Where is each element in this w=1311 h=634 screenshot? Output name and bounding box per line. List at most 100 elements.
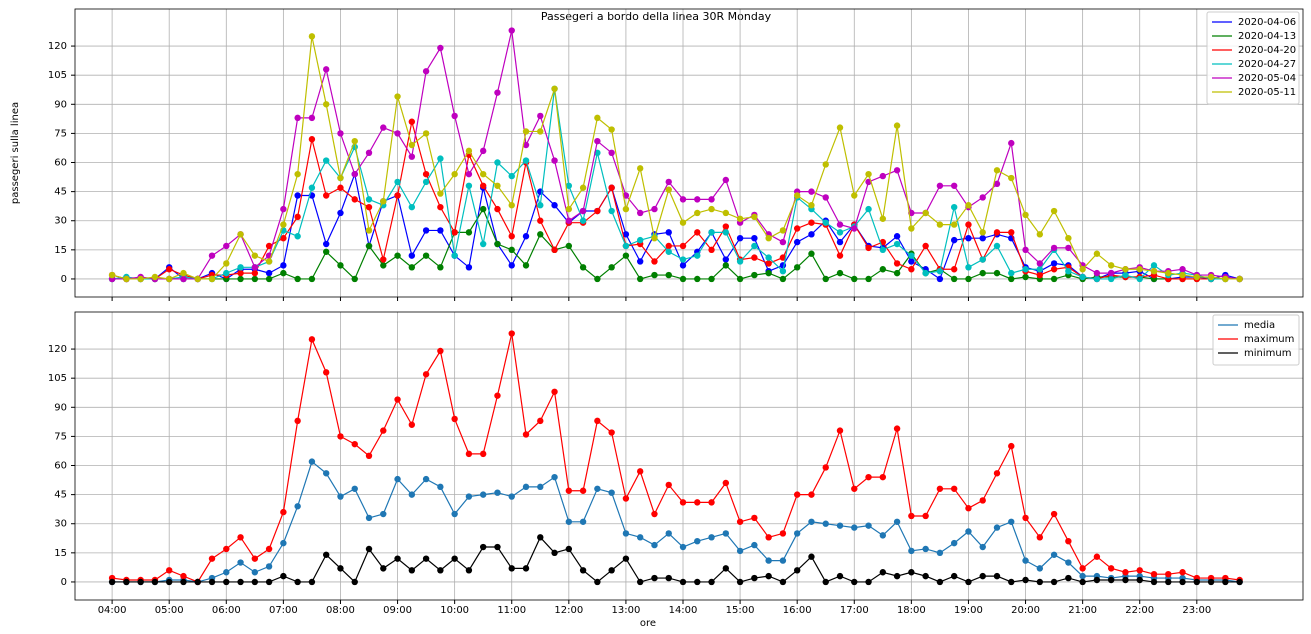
y-tick-label: 105 [48, 373, 67, 384]
data-point [565, 545, 573, 553]
data-point [851, 225, 858, 232]
data-point [1008, 139, 1015, 147]
data-point [1036, 260, 1044, 267]
data-point [237, 269, 244, 277]
data-point [594, 485, 601, 492]
data-point [865, 205, 872, 213]
data-point [1008, 174, 1015, 182]
data-point [808, 202, 815, 209]
data-point [950, 275, 958, 283]
data-point [422, 252, 430, 259]
data-point [565, 182, 573, 189]
data-point [280, 539, 287, 547]
data-point [879, 569, 887, 576]
data-point [694, 229, 701, 236]
data-point [365, 242, 373, 250]
data-point [979, 497, 986, 504]
data-point [851, 524, 858, 531]
data-point [636, 534, 644, 541]
data-point [636, 468, 644, 475]
data-point [779, 262, 787, 269]
legend-box [1206, 11, 1300, 105]
data-point [765, 254, 772, 261]
data-point [280, 262, 287, 269]
data-point [665, 271, 672, 279]
data-point [879, 473, 887, 481]
x-tick-label: 21:00 [1068, 605, 1097, 616]
data-point [922, 269, 929, 277]
data-point [779, 557, 787, 564]
data-point [1122, 569, 1129, 576]
data-point [1093, 275, 1101, 283]
data-point [950, 182, 958, 189]
data-point [893, 572, 901, 580]
data-point [565, 242, 573, 250]
data-point [437, 227, 444, 234]
data-point [479, 147, 487, 155]
data-point [308, 114, 316, 122]
data-point [223, 260, 230, 267]
data-point [365, 203, 373, 211]
data-point [494, 240, 501, 248]
data-point [322, 369, 330, 376]
data-point [237, 231, 244, 238]
data-point [908, 258, 915, 265]
data-point [765, 269, 772, 277]
data-point [494, 543, 501, 551]
data-point [694, 499, 701, 506]
data-point [365, 227, 373, 234]
data-point [1050, 207, 1058, 215]
data-point [537, 534, 544, 541]
data-point [922, 545, 929, 553]
data-point [1065, 574, 1072, 582]
y-tick-label: 120 [48, 344, 67, 355]
data-point [223, 269, 230, 277]
data-point [722, 176, 730, 184]
data-point [808, 518, 815, 525]
data-point [465, 170, 473, 178]
data-point [365, 196, 373, 203]
data-point [936, 182, 944, 189]
data-point [508, 565, 515, 572]
data-point [308, 184, 316, 191]
data-point [422, 555, 430, 562]
data-point [551, 473, 558, 481]
data-point [651, 234, 658, 242]
series-line [112, 460, 1240, 583]
data-point [594, 207, 601, 215]
data-point [979, 269, 986, 277]
data-point [965, 234, 972, 242]
data-point [165, 275, 173, 283]
x-tick-label: 17:00 [840, 605, 869, 616]
data-point [893, 518, 901, 525]
data-point [651, 271, 658, 279]
data-point [579, 567, 587, 574]
data-point [736, 578, 744, 586]
data-point [308, 33, 316, 40]
data-point [893, 233, 901, 240]
data-point [422, 130, 430, 137]
data-point [736, 234, 744, 242]
x-tick-label: 09:00 [383, 605, 412, 616]
data-point [1122, 576, 1129, 584]
data-point [465, 147, 473, 155]
data-point [936, 485, 944, 492]
data-point [893, 167, 901, 174]
data-point [294, 503, 301, 510]
data-point [708, 499, 715, 506]
data-point [722, 256, 730, 263]
data-point [1065, 267, 1072, 275]
data-point [437, 190, 444, 197]
data-point [1207, 578, 1215, 586]
data-point [608, 126, 615, 133]
legend-label: 2020-05-04 [1238, 73, 1296, 84]
data-point [1079, 565, 1086, 572]
data-point [579, 184, 587, 191]
data-point [180, 269, 187, 277]
data-point [865, 522, 872, 529]
data-point [1022, 576, 1029, 584]
data-point [779, 275, 787, 283]
data-point [337, 433, 344, 440]
data-point [993, 167, 1001, 174]
x-tick-label: 12:00 [554, 605, 583, 616]
